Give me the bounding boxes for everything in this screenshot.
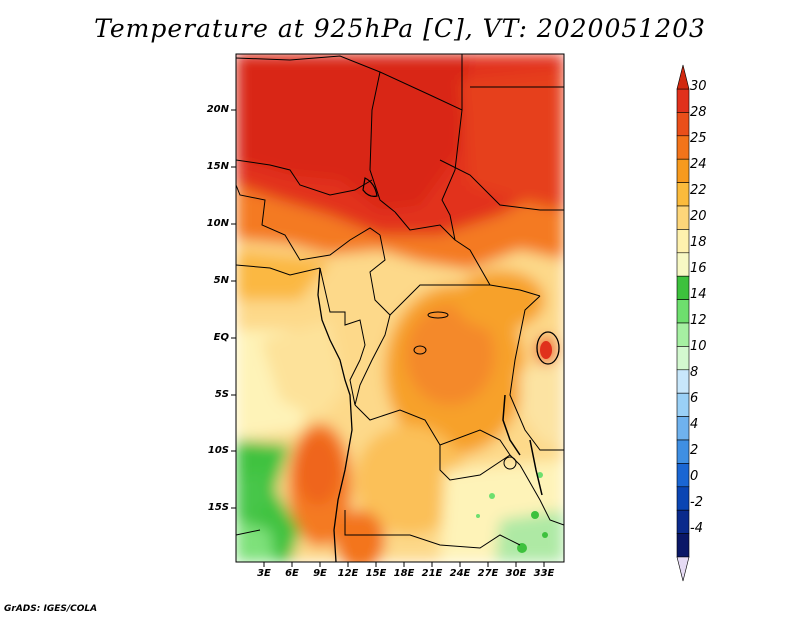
colorbar-label: 6 <box>690 391 699 406</box>
colorbar-segment <box>676 533 690 558</box>
lat-label-5s: 5S <box>214 389 229 400</box>
colorbar-segment <box>676 135 690 160</box>
lat-label-5n: 5N <box>213 275 229 286</box>
map-ticks <box>231 109 545 567</box>
colorbar-label: 14 <box>690 287 707 302</box>
colorbar-bottom-arrow <box>676 556 690 582</box>
lon-label-3e: 3E <box>257 568 271 579</box>
lon-label-27e: 27E <box>477 568 499 579</box>
colorbar-label: 18 <box>690 235 707 250</box>
lat-label-eq: EQ <box>213 332 229 343</box>
colorbar-segment <box>676 252 690 277</box>
colorbar-label: 24 <box>690 157 707 172</box>
colorbar-segment <box>676 369 690 394</box>
colorbar-label: 10 <box>690 339 707 354</box>
colorbar-segment <box>676 509 690 534</box>
lat-label-10s: 10S <box>207 445 229 456</box>
colorbar-label: 30 <box>690 79 707 94</box>
lon-label-24e: 24E <box>449 568 471 579</box>
colorbar-segment <box>676 229 690 254</box>
country-borders <box>236 54 564 562</box>
colorbar-label: 0 <box>690 469 699 484</box>
lon-label-21e: 21E <box>421 568 443 579</box>
colorbar-label: 16 <box>690 261 707 276</box>
colorbar-label: -2 <box>690 495 703 510</box>
lon-label-15e: 15E <box>365 568 387 579</box>
colorbar-segment <box>676 416 690 441</box>
map-frame <box>235 53 565 563</box>
colorbar-label: 8 <box>690 365 699 380</box>
lat-label-20n: 20N <box>206 104 229 115</box>
colorbar-segment <box>676 392 690 417</box>
colorbar-top-arrow <box>676 64 690 90</box>
colorbar-label: 2 <box>690 443 699 458</box>
lat-label-10n: 10N <box>206 218 229 229</box>
lon-label-12e: 12E <box>337 568 359 579</box>
lon-label-30e: 30E <box>505 568 527 579</box>
colorbar-segment <box>676 439 690 464</box>
map-title: Temperature at 925hPa [C], VT: 202005120… <box>94 14 706 43</box>
lon-label-33e: 33E <box>533 568 555 579</box>
colorbar-label: -4 <box>690 521 703 536</box>
temperature-field <box>236 54 564 562</box>
colorbar-label: 22 <box>690 183 707 198</box>
colorbar-label: 25 <box>690 131 707 146</box>
colorbar-segment <box>676 299 690 324</box>
colorbar-segment <box>676 182 690 207</box>
colorbar-segment <box>676 112 690 137</box>
colorbar-label: 28 <box>690 105 707 120</box>
lon-label-6e: 6E <box>285 568 299 579</box>
colorbar-segment <box>676 158 690 183</box>
colorbar-segment <box>676 322 690 347</box>
lon-label-9e: 9E <box>313 568 327 579</box>
lon-label-18e: 18E <box>393 568 415 579</box>
credit-text: GrADS: IGES/COLA <box>4 604 98 614</box>
colorbar-label: 20 <box>690 209 707 224</box>
colorbar <box>676 64 690 582</box>
colorbar-segment <box>676 346 690 371</box>
colorbar-segment <box>676 275 690 300</box>
lat-label-15n: 15N <box>206 161 229 172</box>
colorbar-segment <box>676 486 690 511</box>
lat-label-15s: 15S <box>207 502 229 513</box>
colorbar-segment <box>676 205 690 230</box>
colorbar-label: 4 <box>690 417 699 432</box>
colorbar-label: 12 <box>690 313 707 328</box>
colorbar-segment <box>676 463 690 488</box>
colorbar-segment <box>676 88 690 113</box>
